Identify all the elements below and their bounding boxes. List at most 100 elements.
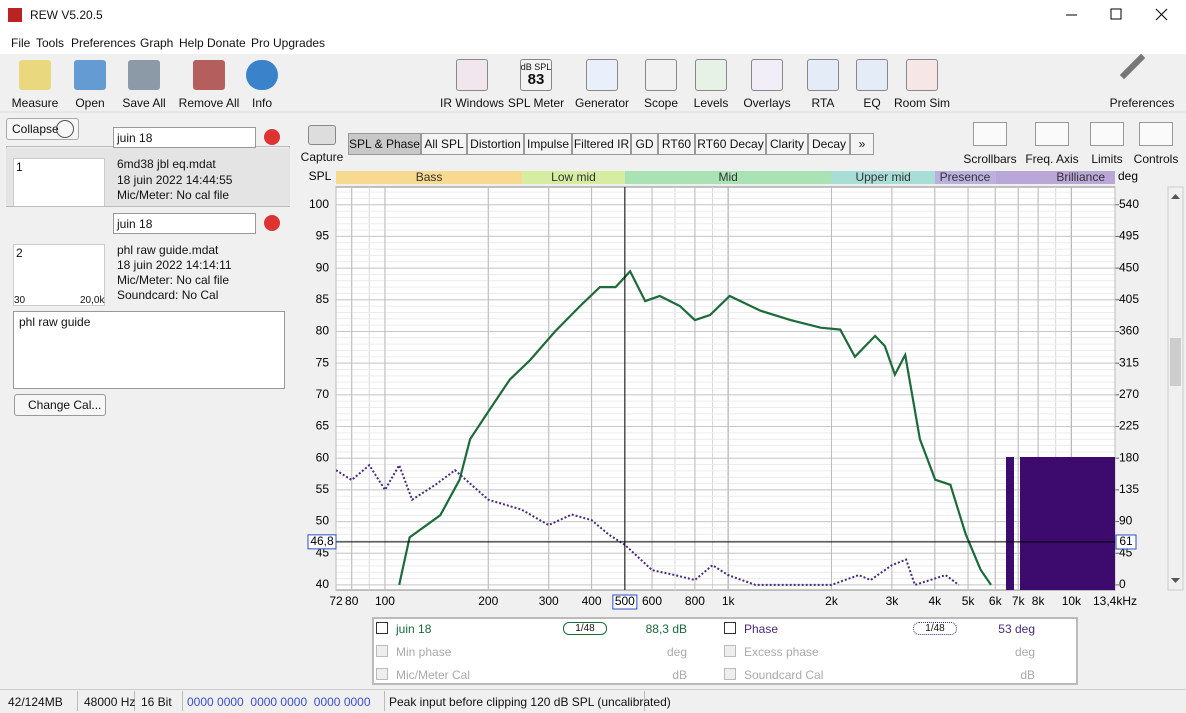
graph-tab[interactable] (524, 133, 572, 155)
graph-tab[interactable] (658, 133, 695, 155)
toolbar-icon[interactable] (193, 60, 225, 90)
toolbar-icon[interactable] (751, 59, 783, 91)
menu-item[interactable]: Help (179, 36, 204, 50)
notes-box[interactable] (13, 311, 285, 389)
graph-tool[interactable]: Freq. Axis (1025, 152, 1079, 166)
capture-icon[interactable] (308, 125, 336, 145)
remove-button[interactable] (264, 215, 280, 231)
graph-tab-label[interactable]: Filtered IR (573, 137, 630, 151)
graph-tab[interactable] (850, 133, 874, 155)
graph-tool[interactable]: Controls (1133, 152, 1179, 166)
menu-item[interactable]: File (11, 36, 31, 50)
graph-tab[interactable] (421, 133, 467, 155)
scrollbar-thumb[interactable] (1170, 338, 1181, 386)
graph-tool[interactable]: Scrollbars (963, 152, 1017, 166)
smoothing-badge[interactable] (563, 622, 607, 635)
remove-button[interactable] (264, 129, 280, 145)
y-tick-label: 95 (316, 229, 330, 243)
checkbox[interactable] (376, 645, 388, 657)
graph-tab-label[interactable]: Distortion (470, 137, 521, 151)
graph-tab-label[interactable]: » (858, 137, 866, 151)
maximize-button[interactable] (1110, 8, 1122, 20)
toolbar-button[interactable]: Levels (693, 96, 729, 110)
filter-input[interactable] (113, 127, 256, 148)
toolbar-icon[interactable] (807, 59, 839, 91)
toolbar-button[interactable]: RTA (811, 96, 835, 110)
menu-item[interactable]: Pro Upgrades (251, 36, 326, 50)
change-cal-button[interactable] (14, 394, 106, 416)
toolbar-icon[interactable] (586, 59, 618, 91)
graph-tab-label[interactable]: RT60 (661, 137, 692, 151)
close-button[interactable] (1155, 8, 1168, 21)
graph-tab-label[interactable]: Decay (811, 137, 847, 151)
graph-tab[interactable] (467, 133, 524, 155)
toolbar-button[interactable]: Scope (643, 96, 679, 110)
menu-item[interactable]: Graph (140, 36, 174, 50)
toolbar-button[interactable]: SPL Meter (507, 96, 565, 110)
graph-tab[interactable] (695, 133, 766, 155)
graph-tab-label[interactable]: GD (635, 137, 654, 151)
graph-tab[interactable] (572, 133, 631, 155)
toolbar-icon[interactable] (128, 60, 160, 90)
notes-text[interactable]: phl raw guide (19, 315, 91, 329)
checkbox[interactable] (724, 645, 736, 657)
graph-tab-label[interactable]: SPL & Phase (349, 137, 420, 151)
toolbar-icon[interactable] (906, 59, 938, 91)
toolbar-button[interactable]: Generator (574, 96, 630, 110)
legend-series[interactable]: juin 18 (396, 622, 432, 636)
checkbox[interactable] (724, 622, 736, 634)
toolbar-icon[interactable] (19, 60, 51, 90)
legend-unit: dB (1020, 668, 1035, 682)
legend-unit: dB (672, 668, 687, 682)
collapse-icon[interactable] (56, 120, 74, 138)
toolbar-button[interactable]: IR Windows (439, 96, 505, 110)
filter-input[interactable] (113, 213, 256, 234)
toolbar-icon[interactable] (856, 59, 888, 91)
graph-tool-icon[interactable] (1090, 122, 1124, 146)
checkbox[interactable] (376, 668, 388, 680)
graph-tab-label[interactable]: All SPL (424, 137, 464, 151)
checkbox[interactable] (724, 668, 736, 680)
toolbar-button[interactable]: Remove All (178, 96, 240, 110)
menu-item[interactable]: Preferences (71, 36, 136, 50)
toolbar-icon[interactable] (695, 59, 727, 91)
y2-tick-label: 225 (1119, 419, 1139, 433)
graph-tab[interactable] (348, 133, 421, 155)
toolbar-button[interactable]: Save All (122, 96, 166, 110)
toolbar-icon[interactable] (456, 59, 488, 91)
toolbar-button[interactable]: EQ (863, 96, 881, 110)
toolbar-button[interactable]: Open (75, 96, 105, 110)
graph-tool[interactable]: Limits (1091, 152, 1123, 166)
toolbar-icon[interactable] (246, 60, 278, 90)
graph-tab[interactable] (766, 133, 808, 155)
graph-tab[interactable] (631, 133, 658, 155)
checkbox[interactable] (376, 622, 388, 634)
menu-item[interactable]: Donate (207, 36, 246, 50)
toolbar-icon[interactable] (520, 59, 552, 91)
graph-tool-icon[interactable] (973, 122, 1007, 146)
smoothing-badge[interactable] (913, 622, 957, 635)
legend-series[interactable]: Phase (744, 622, 779, 636)
measurement-date: 18 juin 2022 14:44:55 (117, 173, 233, 187)
filter-text[interactable]: juin 18 (117, 131, 153, 145)
graph-tool-icon[interactable] (1139, 122, 1173, 146)
collapse-label[interactable]: Collapse (12, 122, 59, 136)
scrollbar[interactable] (1167, 186, 1184, 591)
toolbar-button[interactable]: Preferences (1109, 96, 1175, 110)
toolbar-icon[interactable] (74, 60, 106, 90)
toolbar-button[interactable]: Measure (11, 96, 59, 110)
graph-tool-icon[interactable] (1035, 122, 1069, 146)
filter-text[interactable]: juin 18 (117, 217, 153, 231)
toolbar-button[interactable]: Info (251, 96, 273, 110)
change-cal-label[interactable]: Change Cal... (28, 398, 102, 412)
graph-tab-label[interactable]: Clarity (769, 137, 805, 151)
graph-tab-label[interactable]: Impulse (526, 137, 570, 151)
toolbar-icon[interactable] (645, 59, 677, 91)
capture-label[interactable]: Capture (300, 150, 344, 164)
x-tick-label: 2k (825, 594, 839, 608)
toolbar-button[interactable]: Overlays (743, 96, 791, 110)
graph-tab-label[interactable]: RT60 Decay (697, 137, 764, 151)
graph-tab[interactable] (808, 133, 850, 155)
menu-item[interactable]: Tools (36, 36, 65, 50)
toolbar-button[interactable]: Room Sim (893, 96, 951, 110)
